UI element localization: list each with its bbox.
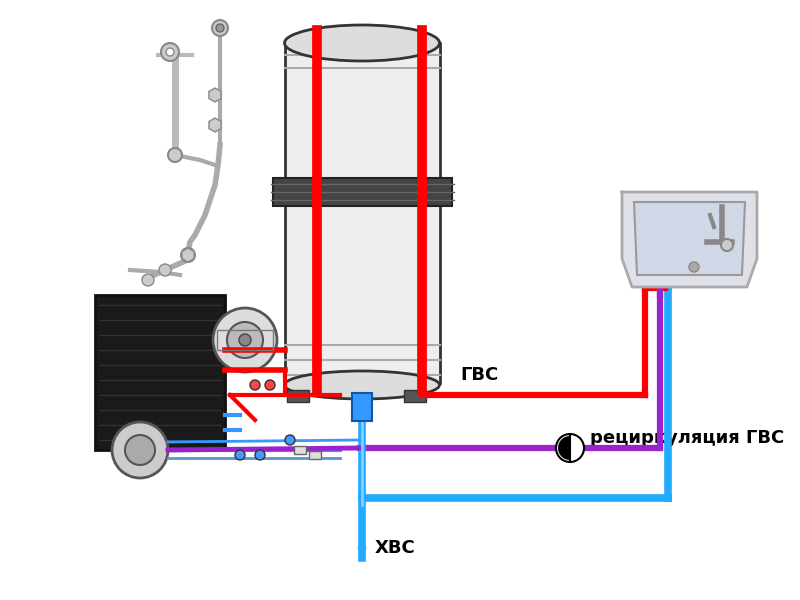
Circle shape [265, 380, 275, 390]
Circle shape [181, 248, 195, 262]
Bar [294, 446, 306, 454]
Circle shape [721, 239, 733, 251]
Circle shape [161, 43, 179, 61]
Circle shape [239, 334, 251, 346]
Ellipse shape [285, 25, 439, 61]
Circle shape [213, 308, 277, 372]
Circle shape [285, 435, 295, 445]
Circle shape [212, 20, 228, 36]
Bar [352, 393, 372, 421]
Polygon shape [622, 192, 757, 287]
Bar [404, 390, 426, 402]
Circle shape [689, 262, 699, 272]
Text: рециркуляция ГВС: рециркуляция ГВС [590, 429, 784, 447]
Circle shape [556, 434, 584, 462]
Bar [273, 178, 452, 206]
Circle shape [159, 264, 171, 276]
Circle shape [142, 274, 154, 286]
Circle shape [125, 435, 155, 465]
Ellipse shape [285, 371, 439, 399]
Bar [217, 330, 273, 350]
Circle shape [166, 48, 174, 56]
Bar [95, 295, 225, 450]
Circle shape [112, 422, 168, 478]
Text: ХВС: ХВС [375, 539, 416, 557]
Circle shape [216, 24, 224, 32]
FancyBboxPatch shape [285, 43, 440, 383]
Circle shape [168, 148, 182, 162]
Circle shape [250, 380, 260, 390]
Bar [287, 390, 309, 402]
Bar [309, 451, 321, 459]
Circle shape [235, 450, 245, 460]
Circle shape [255, 450, 265, 460]
Text: ГВС: ГВС [460, 366, 498, 384]
Wedge shape [558, 436, 570, 460]
Circle shape [227, 322, 263, 358]
Polygon shape [634, 202, 745, 275]
